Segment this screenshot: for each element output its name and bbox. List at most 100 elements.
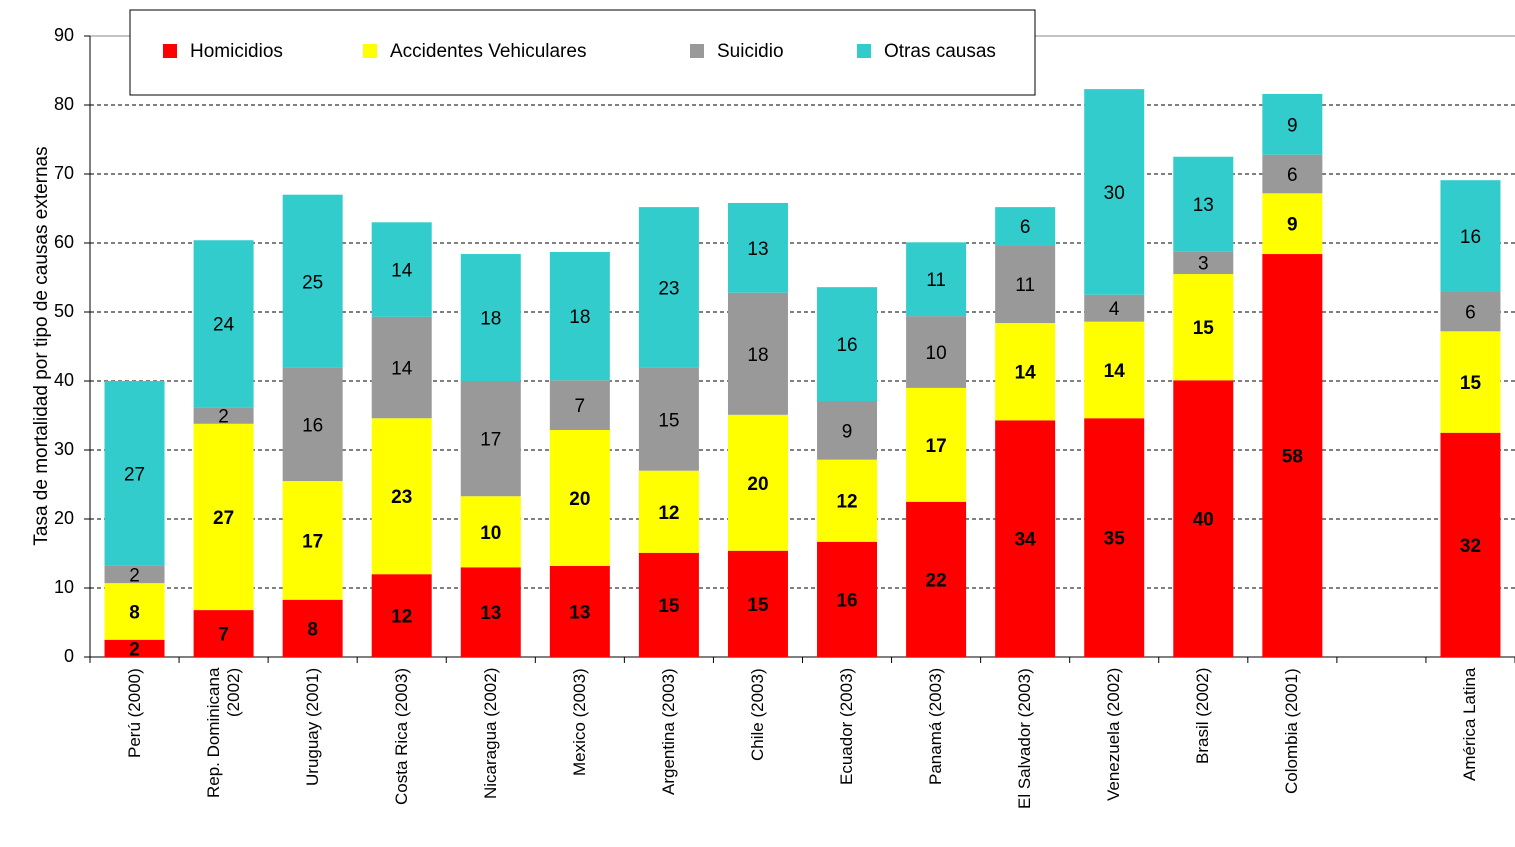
value-label: 27 — [124, 464, 145, 485]
bar-segment — [371, 222, 432, 317]
bar-segment — [104, 381, 165, 566]
bar-segment — [1084, 321, 1145, 419]
x-tick-label: Costa Rica (2003) — [391, 668, 411, 806]
bar-segment — [727, 550, 788, 657]
bar-segment — [371, 574, 432, 657]
y-tick-label: 40 — [54, 370, 74, 390]
value-label: 24 — [213, 315, 235, 336]
value-label: 23 — [658, 279, 679, 300]
y-tick-label: 70 — [54, 163, 74, 183]
value-label: 16 — [836, 590, 857, 611]
bar-segment — [460, 381, 521, 497]
x-tick-label: Mexico (2003) — [569, 668, 589, 776]
bar-segment — [1084, 89, 1145, 295]
legend-swatch — [363, 44, 377, 58]
bar-segment — [1173, 156, 1234, 252]
bar-segment — [638, 552, 699, 657]
value-label: 16 — [302, 415, 323, 436]
y-tick-label: 90 — [54, 25, 74, 45]
x-tick-label: Brasil (2002) — [1193, 668, 1213, 765]
value-label: 11 — [926, 270, 946, 291]
bar-segment — [460, 567, 521, 657]
value-label: 35 — [1104, 529, 1126, 550]
value-label: 17 — [302, 531, 323, 552]
bar-segment — [727, 292, 788, 415]
x-tick-label: Venezuela (2002) — [1104, 668, 1124, 802]
bar-segment — [549, 565, 610, 657]
y-tick-label: 80 — [54, 94, 74, 114]
legend-label: Otras causas — [884, 41, 996, 62]
bar-segment — [460, 254, 521, 381]
bar-segment — [906, 387, 967, 502]
bar-segment — [282, 481, 343, 600]
x-tick-label: Rep. Dominicana (2002) — [203, 668, 243, 799]
bar-segment — [1084, 418, 1145, 657]
bar-segment — [282, 194, 343, 368]
value-label: 14 — [391, 359, 413, 380]
value-label: 30 — [1104, 183, 1125, 204]
bar-segment — [193, 240, 254, 408]
value-label: 20 — [747, 474, 768, 495]
value-label: 9 — [1287, 115, 1298, 136]
bar-segment — [1440, 180, 1501, 292]
bar-segment — [727, 414, 788, 551]
legend-label: Accidentes Vehiculares — [390, 41, 586, 62]
value-label: 40 — [1193, 510, 1214, 531]
y-tick-label: 60 — [54, 232, 74, 252]
bar-segment — [1262, 254, 1323, 658]
value-label: 10 — [480, 523, 501, 544]
value-label: 18 — [569, 307, 590, 328]
bar-segment — [193, 407, 254, 424]
y-tick-label: 50 — [54, 301, 74, 321]
x-tick-label: Nicaragua (2002) — [480, 668, 500, 800]
value-label: 8 — [307, 619, 318, 640]
bar-segment — [193, 610, 254, 657]
bar-segment — [282, 367, 343, 482]
bar-segment — [727, 202, 788, 293]
bar-segment — [906, 501, 967, 657]
value-label: 22 — [926, 570, 947, 591]
bar-segment — [371, 418, 432, 575]
value-label: 15 — [1193, 318, 1215, 339]
y-tick-label: 0 — [64, 646, 74, 666]
value-label: 3 — [1198, 254, 1209, 275]
value-label: 7 — [218, 625, 229, 646]
x-tick-label: Perú (2000) — [124, 668, 144, 758]
value-label: 12 — [658, 503, 679, 524]
x-tick-label: Argentina (2003) — [658, 668, 678, 795]
bar-segment — [1173, 380, 1234, 657]
value-label: 9 — [1287, 215, 1298, 236]
bar-segment — [995, 245, 1056, 324]
value-label: 20 — [569, 489, 590, 510]
bar-segment — [193, 423, 254, 611]
legend-label: Homicidios — [190, 41, 283, 62]
value-label: 14 — [391, 261, 413, 282]
bar-segment — [1173, 251, 1234, 275]
x-tick-label: Uruguay (2001) — [302, 668, 322, 787]
bar-segment — [460, 496, 521, 568]
value-label: 17 — [480, 430, 501, 451]
bar-segment — [104, 565, 165, 584]
legend-swatch — [690, 44, 704, 58]
bar-segment — [1262, 193, 1323, 255]
value-label: 13 — [480, 603, 501, 624]
value-label: 4 — [1109, 299, 1120, 320]
bar-segment — [1440, 291, 1501, 332]
x-tick-label: Ecuador (2003) — [837, 668, 857, 786]
value-label: 10 — [926, 343, 947, 364]
value-label: 15 — [658, 596, 680, 617]
bar-segment — [104, 639, 165, 657]
value-label: 34 — [1015, 530, 1037, 551]
legend-swatch — [857, 44, 871, 58]
bar-segment — [282, 599, 343, 657]
bar-segment — [1173, 274, 1234, 381]
bar-segment — [371, 316, 432, 419]
bar-segment — [638, 367, 699, 471]
y-tick-label: 10 — [54, 577, 74, 597]
bar-segment — [549, 380, 610, 430]
bar-segment — [906, 242, 967, 317]
y-tick-label: 20 — [54, 508, 74, 528]
value-label: 16 — [1460, 227, 1481, 248]
bar-segment — [638, 207, 699, 368]
